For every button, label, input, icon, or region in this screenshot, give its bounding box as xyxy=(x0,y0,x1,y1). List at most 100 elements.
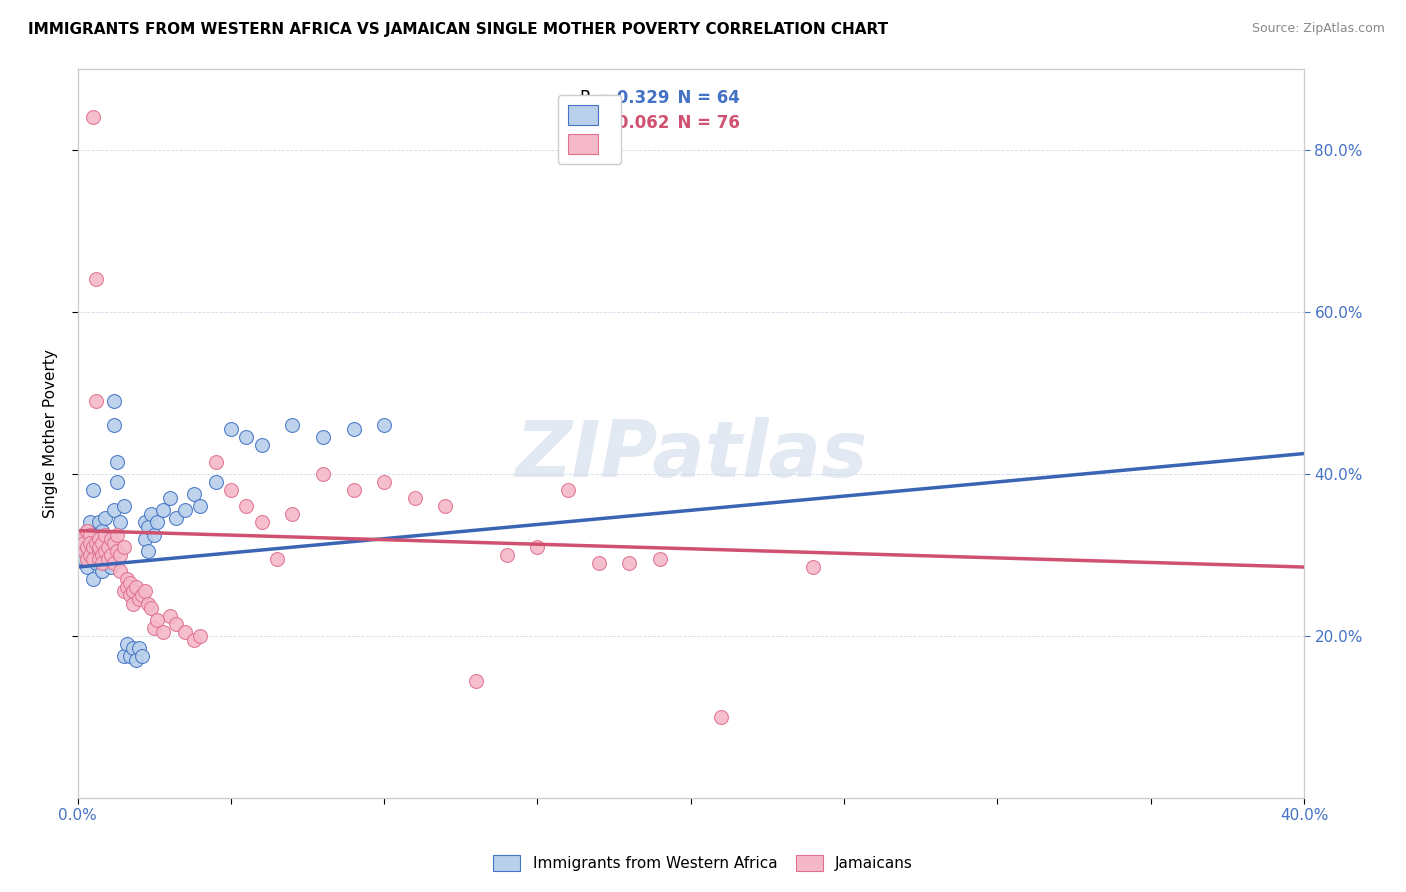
Point xyxy=(100,540,122,554)
Point xyxy=(165,616,187,631)
Point xyxy=(103,535,125,549)
Point xyxy=(465,673,488,688)
Point xyxy=(79,535,101,549)
Point xyxy=(312,430,335,444)
Point xyxy=(136,544,159,558)
Point xyxy=(121,597,143,611)
Legend: , : , xyxy=(558,95,621,164)
Text: R =: R = xyxy=(581,114,612,132)
Point xyxy=(79,516,101,530)
Point xyxy=(141,508,163,522)
Point xyxy=(219,483,242,497)
Legend: Immigrants from Western Africa, Jamaicans: Immigrants from Western Africa, Jamaican… xyxy=(486,849,920,877)
Point xyxy=(373,475,395,489)
Point xyxy=(79,548,101,562)
Point xyxy=(97,548,120,562)
Point xyxy=(648,552,671,566)
Point xyxy=(76,540,98,554)
Point xyxy=(131,589,153,603)
Point xyxy=(121,584,143,599)
Point xyxy=(103,393,125,408)
Text: N = 76: N = 76 xyxy=(666,114,740,132)
Point xyxy=(79,535,101,549)
Point xyxy=(87,552,110,566)
Text: -0.062: -0.062 xyxy=(610,114,669,132)
Point xyxy=(103,503,125,517)
Point xyxy=(115,637,138,651)
Point xyxy=(97,540,120,554)
Point xyxy=(110,548,132,562)
Point xyxy=(82,483,104,497)
Point xyxy=(79,527,101,541)
Point xyxy=(146,613,169,627)
Point xyxy=(84,556,107,570)
Point xyxy=(94,556,117,570)
Text: 0.329: 0.329 xyxy=(612,88,669,107)
Point xyxy=(107,527,129,541)
Point xyxy=(188,500,211,514)
Point xyxy=(165,511,187,525)
Point xyxy=(143,621,166,635)
Point xyxy=(188,629,211,643)
Point xyxy=(91,535,114,549)
Point xyxy=(131,649,153,664)
Point xyxy=(110,564,132,578)
Point xyxy=(342,422,364,436)
Point xyxy=(100,560,122,574)
Point xyxy=(128,641,150,656)
Point xyxy=(204,455,226,469)
Point xyxy=(87,540,110,554)
Point xyxy=(281,508,304,522)
Point xyxy=(84,393,107,408)
Point xyxy=(183,487,205,501)
Point xyxy=(125,653,148,667)
Point xyxy=(112,500,135,514)
Point xyxy=(82,540,104,554)
Point xyxy=(73,552,96,566)
Point xyxy=(91,535,114,549)
Point xyxy=(69,532,91,546)
Text: R =: R = xyxy=(581,88,612,107)
Point xyxy=(110,516,132,530)
Point xyxy=(87,532,110,546)
Point xyxy=(250,438,273,452)
Point xyxy=(159,608,181,623)
Point xyxy=(73,532,96,546)
Point xyxy=(173,503,195,517)
Point xyxy=(434,500,457,514)
Point xyxy=(76,540,98,554)
Point xyxy=(91,556,114,570)
Point xyxy=(76,524,98,538)
Point xyxy=(312,467,335,481)
Point xyxy=(115,572,138,586)
Y-axis label: Single Mother Poverty: Single Mother Poverty xyxy=(44,349,58,517)
Point xyxy=(281,418,304,433)
Text: IMMIGRANTS FROM WESTERN AFRICA VS JAMAICAN SINGLE MOTHER POVERTY CORRELATION CHA: IMMIGRANTS FROM WESTERN AFRICA VS JAMAIC… xyxy=(28,22,889,37)
Point xyxy=(97,532,120,546)
Text: N = 64: N = 64 xyxy=(666,88,740,107)
Point xyxy=(134,532,156,546)
Point xyxy=(526,540,548,554)
Point xyxy=(79,548,101,562)
Point xyxy=(103,556,125,570)
Point xyxy=(136,519,159,533)
Point xyxy=(112,540,135,554)
Point xyxy=(107,475,129,489)
Point xyxy=(94,527,117,541)
Point xyxy=(112,584,135,599)
Point xyxy=(146,516,169,530)
Point xyxy=(134,516,156,530)
Point xyxy=(73,544,96,558)
Point xyxy=(141,600,163,615)
Point xyxy=(219,422,242,436)
Point xyxy=(342,483,364,497)
Point xyxy=(710,710,733,724)
Point xyxy=(107,455,129,469)
Point xyxy=(121,641,143,656)
Point xyxy=(87,544,110,558)
Point xyxy=(557,483,579,497)
Point xyxy=(373,418,395,433)
Point xyxy=(118,589,141,603)
Point xyxy=(125,580,148,594)
Point xyxy=(84,527,107,541)
